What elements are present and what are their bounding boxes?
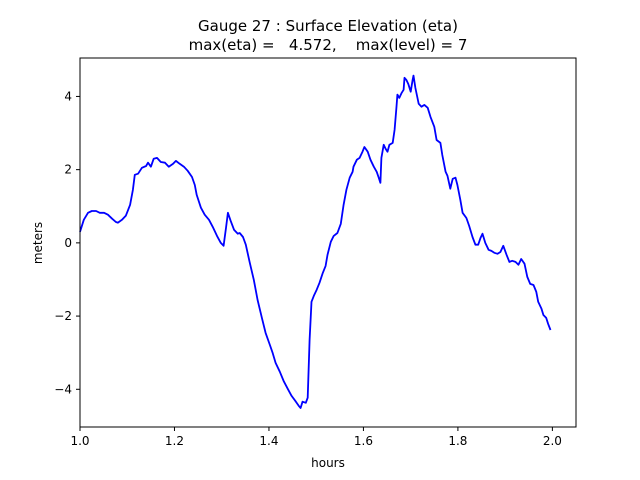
axes-frame (79, 57, 577, 428)
y-tick-label: 2 (64, 163, 72, 177)
x-axis-label: hours (311, 456, 345, 470)
y-tick-label: 4 (64, 89, 72, 103)
x-tick-label: 2.0 (543, 434, 562, 448)
x-tick-label: 1.6 (354, 434, 373, 448)
chart-title: Gauge 27 : Surface Elevation (eta) (198, 17, 458, 35)
x-tick-label: 1.0 (70, 434, 89, 448)
x-tick-label: 1.8 (448, 434, 467, 448)
series-line-eta (79, 74, 552, 409)
y-tick-label: 0 (64, 236, 72, 250)
x-tick-label: 1.4 (259, 434, 278, 448)
chart-subtitle: max(eta) = 4.572, max(level) = 7 (189, 36, 468, 54)
x-tick-label: 1.2 (165, 434, 184, 448)
y-tick-label: −4 (54, 382, 72, 396)
y-axis-label: meters (31, 222, 45, 264)
y-tick-label: −2 (54, 309, 72, 323)
